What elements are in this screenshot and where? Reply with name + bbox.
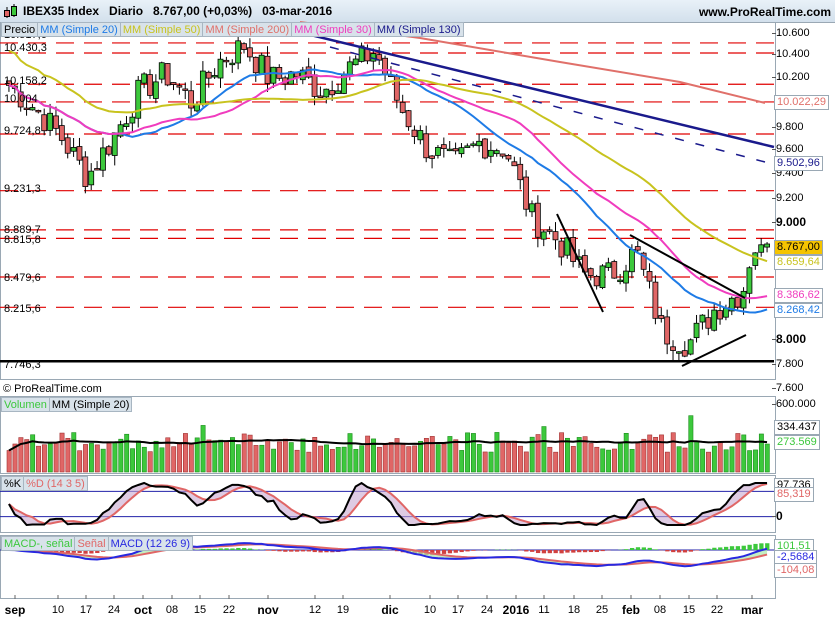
level-label: 9.724,8	[4, 125, 41, 137]
legend-macd[interactable]: MACD (12 26 9)	[107, 536, 194, 551]
x-tick-label: oct	[134, 603, 152, 617]
x-tick-label: feb	[622, 603, 640, 617]
x-tick-label: 22	[222, 604, 236, 616]
x-tick-label: nov	[257, 603, 279, 617]
x-tick-label: 22	[710, 604, 724, 616]
x-tick-label: 10	[423, 604, 437, 616]
x-tick-label: 24	[107, 604, 121, 616]
x-tick-label: 24	[480, 604, 494, 616]
legend-volume-sma20[interactable]: MM (Simple 20)	[48, 397, 133, 412]
y-tick: 10.200	[772, 71, 810, 83]
legend-sma50[interactable]: MM (Simple 50)	[119, 22, 204, 37]
legend-stoch-k[interactable]: %K	[1, 476, 25, 491]
y-tick: 9.600	[772, 143, 804, 155]
time-axis[interactable]: sep 10 17 24 oct 08 15 22 nov 12 19 dic 10 17 24 2016 11…	[0, 598, 775, 620]
x-tick-label: 08	[653, 604, 667, 616]
x-tick-label: mar	[740, 603, 764, 617]
legend-precio[interactable]: Precio	[1, 22, 39, 37]
sma20-value-badge: 8.268,42	[774, 303, 823, 318]
x-tick-label: 11	[538, 604, 550, 616]
legend-sma200[interactable]: MM (Simple 200)	[202, 22, 293, 37]
volume-sma-badge: 334.437	[774, 420, 820, 435]
y-tick: 0	[772, 509, 783, 523]
x-tick-label: 18	[567, 604, 581, 616]
price-axis[interactable]: 10.600 10.400 10.200 9.800 9.600 9.400 9…	[771, 22, 835, 378]
legend-stoch-d[interactable]: %D (14 3 5)	[23, 476, 88, 491]
y-tick: 10.400	[772, 48, 810, 60]
last-price-badge: 8.767,00	[774, 240, 823, 255]
legend-sma20[interactable]: MM (Simple 20)	[37, 22, 121, 37]
sma30-value-badge: 8.386,62	[774, 288, 823, 303]
x-tick-label: 2016	[502, 603, 530, 617]
y-tick: 9.200	[772, 192, 804, 204]
x-tick-label: 15	[682, 604, 696, 616]
copyright-text: © ProRealTime.com	[3, 383, 102, 395]
x-tick-label: 25	[595, 604, 609, 616]
sma130-value-badge: 9.502,96	[774, 156, 823, 171]
y-tick: 9.800	[772, 121, 804, 133]
x-tick-label: 15	[193, 604, 207, 616]
y-tick: 7.600	[772, 382, 804, 394]
sma200-value-badge: 10.022,29	[774, 95, 829, 110]
x-tick-label: 17	[451, 604, 465, 616]
level-label: 7.746,3	[4, 359, 41, 371]
stochastic-axis[interactable]: 97,736 85,319 0	[772, 475, 835, 531]
y-tick: 8.000	[771, 332, 807, 346]
x-tick-label: dic	[381, 603, 399, 617]
macd-axis[interactable]: 101,51 -2,5684 -104,08	[774, 535, 835, 597]
legend-macd-signal[interactable]: Señal	[74, 536, 109, 551]
volume-axis[interactable]: 600.000 334.437 273.569	[772, 396, 835, 472]
sma50-value-badge: 8.659,64	[774, 255, 823, 270]
stoch-d-badge: 85,319	[774, 487, 814, 502]
level-label: 8.815,8	[4, 234, 41, 246]
x-tick-label: 10	[51, 604, 65, 616]
level-label: 8.889,7	[4, 224, 41, 236]
volume-legend: Volumen MM (Simple 20)	[1, 397, 133, 412]
legend-macd-hist[interactable]: MACD-, señal	[1, 536, 76, 551]
level-label: 10.430,3	[4, 42, 47, 54]
legend-sma30[interactable]: MM (Simple 30)	[291, 22, 375, 37]
level-label: 9.231,3	[4, 183, 41, 195]
level-label: 10.004	[4, 93, 38, 105]
x-tick-label: 19	[336, 604, 350, 616]
x-tick-label: sep	[4, 603, 26, 617]
level-label: 8.215,6	[4, 303, 41, 315]
price-legend: Precio MM (Simple 20) MM (Simple 50) MM …	[1, 22, 464, 37]
y-tick: 600.000	[772, 398, 816, 410]
signal-badge: -104,08	[774, 563, 818, 578]
macd-legend: MACD-, señal Señal MACD (12 26 9)	[1, 536, 194, 551]
chart-title: IBEX35 Index Diario 8.767,00 (+0,03%) 03…	[23, 4, 333, 18]
x-tick-label: 17	[79, 604, 93, 616]
candlestick-icon	[4, 4, 17, 18]
website-link[interactable]: www.ProRealTime.com	[698, 5, 831, 19]
chart-title-bar: IBEX35 Index Diario 8.767,00 (+0,03%) 03…	[0, 0, 835, 23]
legend-sma130[interactable]: MM (Simple 130)	[373, 22, 464, 37]
price-axis-bottom: 7.600	[772, 378, 835, 396]
y-tick: 9.000	[771, 215, 807, 229]
x-tick-label: 08	[165, 604, 179, 616]
x-tick-label: 12	[308, 604, 322, 616]
y-tick: 7.800	[772, 358, 804, 370]
y-tick: 10.600	[772, 27, 810, 39]
level-label: 10.158,2	[4, 75, 47, 87]
legend-volumen[interactable]: Volumen	[1, 397, 50, 412]
stochastic-legend: %K %D (14 3 5)	[1, 476, 88, 491]
level-label: 8.479,6	[4, 272, 41, 284]
volume-value-badge: 273.569	[774, 435, 820, 450]
